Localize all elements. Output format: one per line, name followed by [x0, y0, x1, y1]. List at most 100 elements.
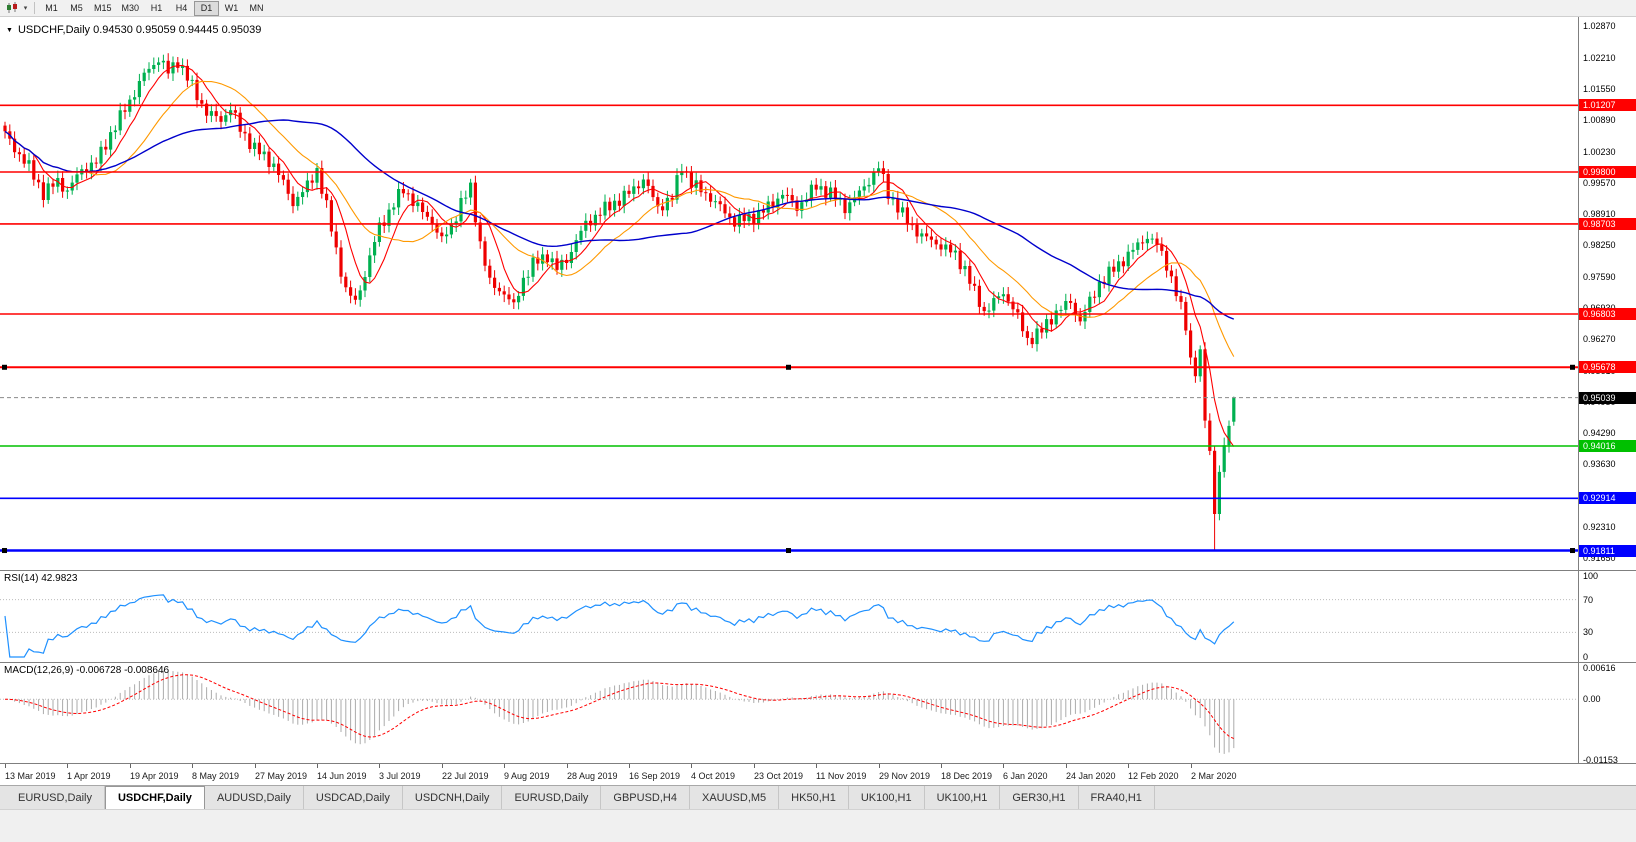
time-tick: [379, 764, 380, 768]
chart-tab-uk100-h1[interactable]: UK100,H1: [925, 786, 1001, 809]
line-handle[interactable]: [2, 364, 7, 370]
chart-tab-eurusd-daily[interactable]: EURUSD,Daily: [6, 786, 105, 809]
time-axis[interactable]: 13 Mar 2019 1 Apr 2019 19 Apr 2019 8 May 20…: [0, 763, 1636, 785]
time-tick: [816, 764, 817, 768]
chart-tab-usdchf-daily[interactable]: USDCHF,Daily: [104, 786, 205, 809]
time-label: 4 Oct 2019: [691, 771, 736, 781]
macd-signal-line: [4, 674, 1235, 740]
macd-panel: 0.00616 0.00 -0.01153 MACD(12,26,9) -0.006…: [0, 662, 1636, 763]
candles: [3, 53, 1236, 551]
time-label: 24 Jan 2020: [1066, 771, 1116, 781]
timeframe-button-h4[interactable]: H4: [175, 3, 188, 13]
rsi-tick: 100: [1583, 571, 1599, 581]
time-tick: [5, 764, 6, 768]
timeframe-button-d1[interactable]: D1: [194, 0, 220, 16]
line-handle[interactable]: [2, 548, 7, 554]
price-chart-panel: 1.02870 1.02210 1.01550 1.00890 1.00230 0.995…: [0, 17, 1636, 570]
time-tick: [691, 764, 692, 768]
time-tick: [67, 764, 68, 768]
macd-axis: 0.00616 0.00 -0.01153: [1578, 663, 1636, 763]
time-label: 23 Oct 2019: [754, 771, 804, 781]
line-handle[interactable]: [786, 364, 791, 370]
chart-tab-bar: EURUSD,Daily USDCHF,Daily AUDUSD,Daily USDC…: [0, 785, 1636, 809]
chevron-down-icon[interactable]: ▾: [23, 5, 28, 12]
time-label: 3 Jul 2019: [379, 771, 421, 781]
time-label: 18 Dec 2019: [941, 771, 993, 781]
macd-label: MACD(12,26,9) -0.006728 -0.008646: [4, 665, 170, 676]
time-tick: [754, 764, 755, 768]
symbol-ohlc-text: USDCHF,Daily 0.94530 0.95059 0.94445 0.9…: [17, 24, 262, 36]
time-tick: [504, 764, 505, 768]
chart-tab-eurusd-daily[interactable]: EURUSD,Daily: [502, 786, 602, 809]
chart-tab-uk100-h1[interactable]: UK100,H1: [849, 786, 925, 809]
chart-tab-ger30-h1[interactable]: GER30,H1: [1000, 786, 1079, 809]
price-tick: 0.98250: [1583, 240, 1616, 250]
time-tick: [192, 764, 193, 768]
chart-tab-audusd-daily[interactable]: AUDUSD,Daily: [205, 786, 304, 809]
time-label: 22 Jul 2019: [442, 771, 489, 781]
time-label: 19 Apr 2019: [130, 771, 179, 781]
candlestick-chart[interactable]: [0, 17, 1578, 570]
timeframe-button-m1[interactable]: M1: [45, 3, 58, 13]
price-tag-1.01207: 1.01207: [1579, 99, 1636, 111]
price-tag-0.92914: 0.92914: [1579, 492, 1636, 504]
macd-tick: -0.01153: [1583, 755, 1618, 763]
price-tick: 0.97590: [1583, 272, 1616, 282]
price-tag-0.94016: 0.94016: [1579, 440, 1636, 452]
chart-symbol-info: ▼ USDCHF,Daily 0.94530 0.95059 0.94445 0…: [6, 24, 261, 36]
line-handle[interactable]: [1570, 548, 1575, 554]
rsi-tick: 0: [1583, 652, 1589, 662]
timeframe-button-m15[interactable]: M15: [94, 3, 112, 13]
time-tick: [255, 764, 256, 768]
price-tag-0.91811: 0.91811: [1579, 545, 1636, 557]
rsi-tick: 30: [1583, 627, 1594, 637]
moving-average-18: [4, 80, 1235, 357]
time-tick: [1066, 764, 1067, 768]
status-bar: [0, 809, 1636, 842]
rsi-panel: 100 70 30 0 RSI(14) 42.9823: [0, 570, 1636, 662]
timeframe-button-m30[interactable]: M30: [121, 3, 140, 13]
chart-type-icon[interactable]: [3, 1, 21, 16]
rsi-line: [4, 594, 1235, 658]
macd-tick: 0.00: [1583, 694, 1601, 704]
time-label: 6 Jan 2020: [1003, 771, 1048, 781]
price-tick: 0.92310: [1583, 522, 1616, 532]
line-handle[interactable]: [786, 548, 791, 554]
time-tick: [567, 764, 568, 768]
chart-tab-hk50-h1[interactable]: HK50,H1: [779, 786, 849, 809]
time-tick: [317, 764, 318, 768]
chart-tab-usdcad-daily[interactable]: USDCAD,Daily: [304, 786, 403, 809]
time-label: 12 Feb 2020: [1128, 771, 1179, 781]
price-tag-0.95678: 0.95678: [1579, 361, 1636, 373]
rsi-chart[interactable]: [0, 571, 1578, 662]
time-label: 2 Mar 2020: [1191, 771, 1237, 781]
toolbar-separator: [34, 2, 35, 14]
chart-tab-gbpusd-h4[interactable]: GBPUSD,H4: [601, 786, 690, 809]
price-tick: 0.94290: [1583, 428, 1616, 438]
price-tick: 1.01550: [1583, 84, 1616, 94]
chart-tab-fra40-h1[interactable]: FRA40,H1: [1079, 786, 1155, 809]
time-label: 16 Sep 2019: [629, 771, 681, 781]
macd-chart[interactable]: [0, 663, 1578, 763]
collapse-arrow-icon[interactable]: ▼: [6, 26, 13, 34]
time-tick: [941, 764, 942, 768]
chart-tab-xauusd-m5[interactable]: XAUUSD,M5: [690, 786, 780, 809]
rsi-tick: 70: [1583, 595, 1594, 605]
timeframe-button-m5[interactable]: M5: [70, 3, 83, 13]
price-tick: 0.99570: [1583, 178, 1616, 188]
chart-tab-usdcnh-daily[interactable]: USDCNH,Daily: [403, 786, 503, 809]
time-tick: [1003, 764, 1004, 768]
moving-average-45: [4, 119, 1235, 320]
time-label: 13 Mar 2019: [5, 771, 56, 781]
timeframe-buttons: M1 M5 M15 M30 H1 H4 D1 W1 MN: [39, 0, 269, 17]
timeframe-button-h1[interactable]: H1: [150, 3, 163, 13]
time-label: 28 Aug 2019: [567, 771, 618, 781]
price-axis[interactable]: 1.02870 1.02210 1.01550 1.00890 1.00230 0.995…: [1578, 17, 1636, 570]
time-tick: [629, 764, 630, 768]
macd-tick: 0.00616: [1583, 663, 1616, 673]
timeframe-button-w1[interactable]: W1: [224, 3, 239, 13]
timeframe-button-mn[interactable]: MN: [249, 3, 264, 13]
time-tick: [879, 764, 880, 768]
price-tick: 0.93630: [1583, 459, 1616, 469]
line-handle[interactable]: [1570, 364, 1575, 370]
